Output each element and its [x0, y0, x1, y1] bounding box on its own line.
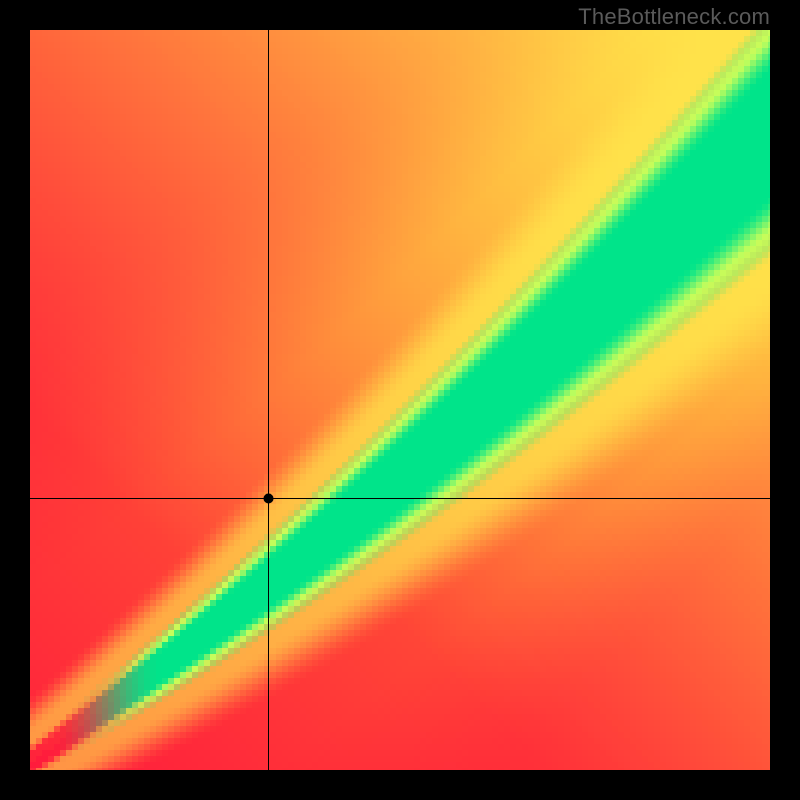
bottleneck-heatmap — [30, 30, 770, 770]
watermark-text: TheBottleneck.com — [578, 4, 770, 30]
chart-container: TheBottleneck.com — [0, 0, 800, 800]
